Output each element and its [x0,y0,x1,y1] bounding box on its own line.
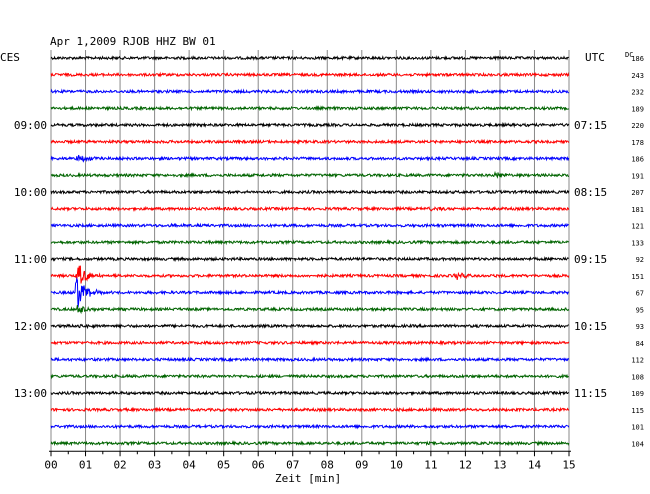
trace-line-20 [50,373,569,380]
trace-line-7 [50,154,570,163]
trace-line-17 [50,322,569,330]
x-tick-label-05: 05 [217,458,230,471]
dc-offset-label-2: 243 [631,72,644,80]
dc-offset-label-7: 186 [631,156,644,164]
dc-offset-label-12: 133 [631,239,644,247]
x-tick-label-06: 06 [252,458,265,471]
trace-line-14 [50,265,570,284]
dc-offset-label-17: 93 [636,323,644,331]
x-tick-label-03: 03 [148,458,161,471]
grid [49,50,571,457]
trace-line-9 [50,188,570,196]
dc-offset-label-15: 67 [636,290,644,298]
dc-offset-label-8: 191 [631,172,644,180]
trace-line-23 [50,423,570,430]
x-tick-label-08: 08 [321,458,334,471]
trace-line-13 [50,255,569,263]
x-tick-label-04: 04 [183,458,197,471]
dc-offset-label-24: 104 [631,440,644,448]
x-tick-label-09: 09 [355,458,368,471]
dc-header: DC [625,51,633,59]
trace-line-12 [50,239,570,246]
dc-offset-label-21: 109 [631,390,644,398]
x-tick-label-02: 02 [113,458,126,471]
trace-line-15 [50,276,569,308]
right-hour-label: 11:15 [574,387,607,400]
dc-offset-label-18: 84 [636,340,644,348]
traces [50,55,570,447]
trace-line-18 [50,339,570,346]
right-hour-label: 09:15 [574,253,607,266]
right-hour-label: 10:15 [574,320,607,333]
trace-line-10 [50,205,570,212]
trace-line-21 [50,389,569,397]
left-hour-label: 09:00 [14,119,47,132]
dc-offset-label-3: 232 [631,89,644,97]
dc-offset-label-23: 101 [631,424,644,432]
dc-offset-label-13: 92 [636,256,644,264]
x-tick-label-11: 11 [424,458,437,471]
x-tick-label-00: 00 [44,458,57,471]
trace-line-16 [50,305,570,315]
trace-line-8 [50,170,569,179]
left-hour-label: 10:00 [14,186,47,199]
labels: Apr 1,2009 RJOB HHZ BW 01 CES UTC DC Zei… [0,35,644,485]
dc-offset-label-14: 151 [631,273,644,281]
x-tick-label-14: 14 [528,458,542,471]
x-tick-label-01: 01 [79,458,92,471]
x-tick-label-10: 10 [390,458,403,471]
x-tick-label-07: 07 [286,458,299,471]
trace-line-3 [50,88,569,95]
x-tick-label-12: 12 [459,458,472,471]
right-hour-label: 08:15 [574,186,607,199]
dc-offset-label-20: 108 [631,373,644,381]
dc-offset-label-10: 181 [631,206,644,214]
left-timezone-label: CES [0,51,20,64]
x-axis-label: Zeit [min] [275,472,341,485]
x-tick-label-13: 13 [493,458,506,471]
trace-line-11 [51,222,569,229]
trace-line-6 [50,138,570,145]
trace-line-19 [50,356,570,363]
trace-line-24 [50,440,570,447]
x-tick-label-15: 15 [562,458,575,471]
dc-offset-label-16: 95 [636,306,644,314]
dc-offset-label-22: 115 [631,407,644,415]
dc-offset-label-11: 121 [631,223,644,231]
dc-offset-label-5: 220 [631,122,644,130]
trace-line-4 [50,105,570,112]
dc-offset-label-1: 186 [631,55,644,63]
trace-line-1 [50,55,570,62]
right-timezone-label: UTC [585,51,605,64]
left-hour-label: 12:00 [14,320,47,333]
dc-offset-label-6: 178 [631,139,644,147]
trace-line-2 [50,71,570,78]
left-hour-label: 13:00 [14,387,47,400]
dc-offset-label-9: 207 [631,189,644,197]
right-hour-label: 07:15 [574,119,607,132]
chart-title: Apr 1,2009 RJOB HHZ BW 01 [50,35,216,48]
left-hour-label: 11:00 [14,253,47,266]
trace-line-22 [50,406,570,413]
trace-line-5 [50,121,570,129]
dc-offset-label-19: 112 [631,357,644,365]
dc-offset-label-4: 189 [631,105,644,113]
